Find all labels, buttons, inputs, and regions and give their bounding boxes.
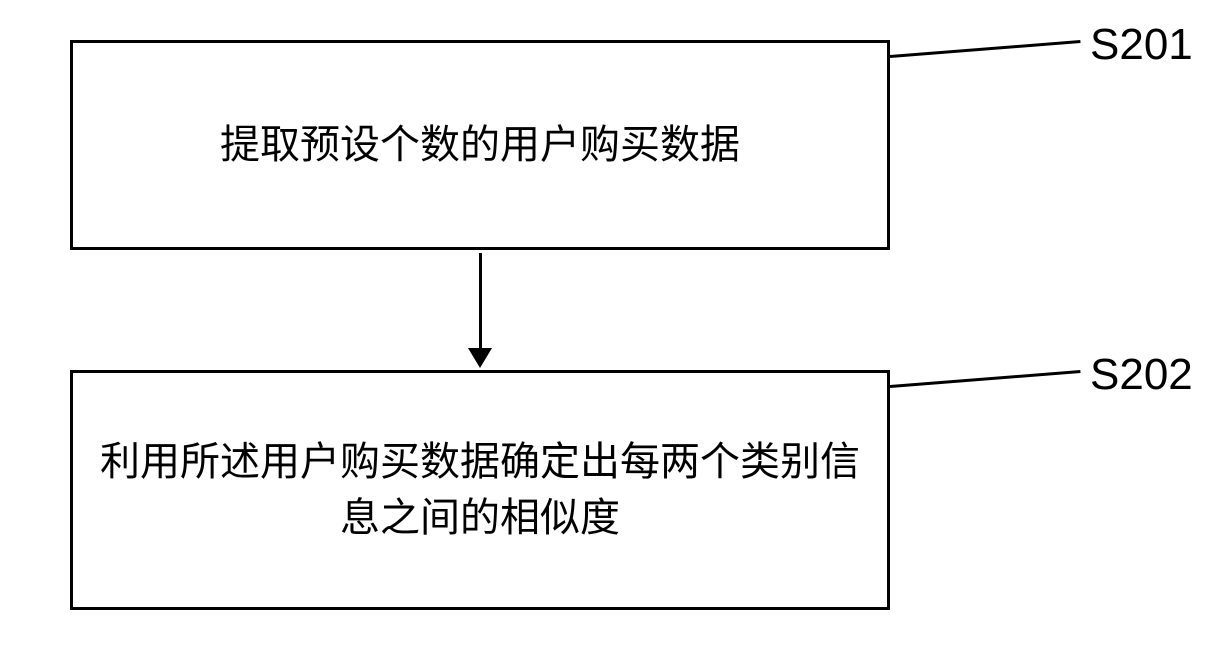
connector-arrow-line [479, 253, 482, 350]
flow-step-2: 利用所述用户购买数据确定出每两个类别信息之间的相似度 [70, 370, 890, 610]
leader-line-2 [890, 370, 1081, 388]
leader-line-1 [890, 40, 1081, 58]
step-label-2: S202 [1090, 350, 1193, 400]
flow-step-1: 提取预设个数的用户购买数据 [70, 40, 890, 250]
flow-step-2-text: 利用所述用户购买数据确定出每两个类别信息之间的相似度 [93, 434, 867, 546]
connector-arrow-head [468, 348, 492, 368]
flow-step-1-text: 提取预设个数的用户购买数据 [220, 117, 740, 173]
flowchart-container: 提取预设个数的用户购买数据 利用所述用户购买数据确定出每两个类别信息之间的相似度… [0, 0, 1230, 656]
step-label-1: S201 [1090, 20, 1193, 70]
